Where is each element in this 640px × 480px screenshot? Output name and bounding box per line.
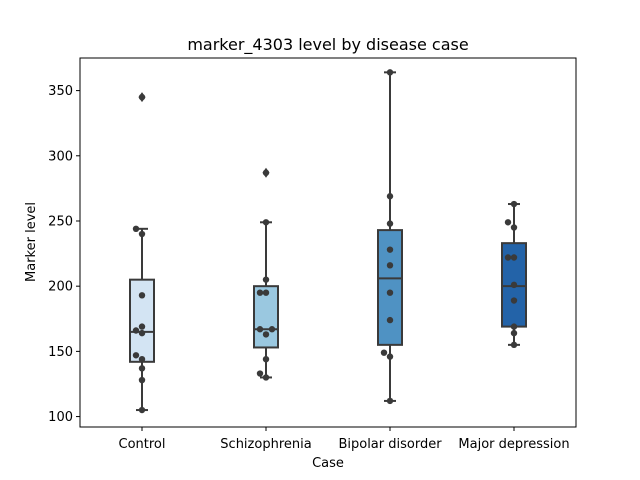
y-tick-label: 100 [48,410,73,425]
data-point [138,376,146,384]
data-point [386,193,394,200]
data-point [132,352,140,359]
data-point [510,224,518,231]
data-point [138,93,146,101]
box-iqr [129,278,155,363]
y-axis-label: Marker level [24,202,39,282]
box-group [253,167,279,379]
data-point [268,326,276,333]
data-point [262,169,270,176]
data-point [262,355,270,363]
data-point [138,355,146,363]
data-point [132,225,140,233]
x-tick-label: Major depression [458,437,569,452]
data-point [510,281,518,289]
data-point [510,341,518,349]
data-point [510,323,518,330]
data-point [386,353,394,360]
data-point [510,254,518,261]
y-tick-label: 200 [48,280,73,295]
x-tick-label: Control [119,437,166,452]
data-point [386,69,394,76]
data-point [386,220,394,227]
data-point [138,406,146,414]
data-point [132,327,140,334]
data-point [380,349,388,356]
y-tick-label: 350 [48,84,73,99]
data-point [386,246,394,253]
plot-frame [79,57,577,428]
data-point [256,370,264,377]
data-point [256,326,264,333]
data-point [138,230,146,238]
data-point [138,329,146,337]
data-point [262,331,270,338]
data-point [138,292,146,299]
data-point [510,329,518,337]
data-point [138,365,146,372]
data-point [262,374,270,381]
data-point [262,219,270,226]
chart-title: marker_4303 level by disease case [187,35,468,55]
y-tick-label: 300 [48,149,73,164]
data-point [504,219,512,226]
x-tick-label: Schizophrenia [220,437,311,452]
x-tick-label: Bipolar disorder [338,437,442,452]
data-point [510,200,518,208]
data-point [510,297,518,304]
data-point [256,289,264,296]
data-point [138,323,146,330]
y-tick-label: 150 [48,345,73,360]
x-axis-label: Case [312,456,344,471]
plot-area [129,69,527,414]
data-point [262,289,270,296]
data-point [386,316,394,324]
x-axis: Control Schizophrenia Bipolar disorder Majo… [119,427,570,452]
y-axis: 100 150 200 250 300 350 [48,84,80,425]
data-point [386,397,394,405]
y-tick-label: 250 [48,214,73,229]
data-point [386,289,394,296]
data-point [262,276,270,283]
data-point [504,254,512,261]
data-point [386,262,394,269]
